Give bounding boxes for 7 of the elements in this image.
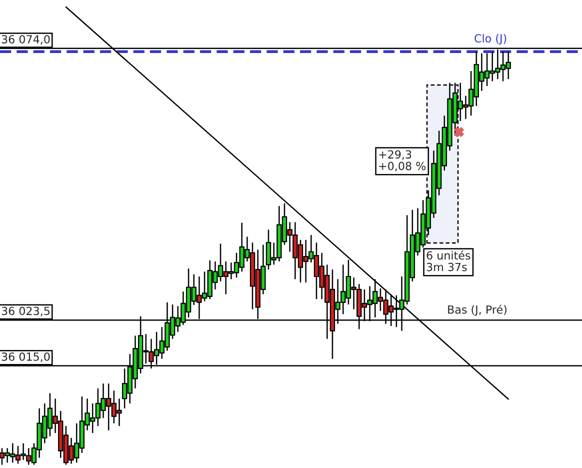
ref-line-label: Clo (J): [474, 34, 506, 45]
ref-line-label: 36 074,0: [2, 35, 50, 45]
annotation: Bas (J, Pré): [448, 304, 506, 316]
ref-line-label: 36 015,0: [2, 352, 50, 362]
ref-line-label: 36 023,5: [2, 306, 50, 316]
annotation: 6 unités 3m 37s: [426, 250, 470, 272]
annotation: +29,3 +0,08 %: [379, 150, 426, 172]
